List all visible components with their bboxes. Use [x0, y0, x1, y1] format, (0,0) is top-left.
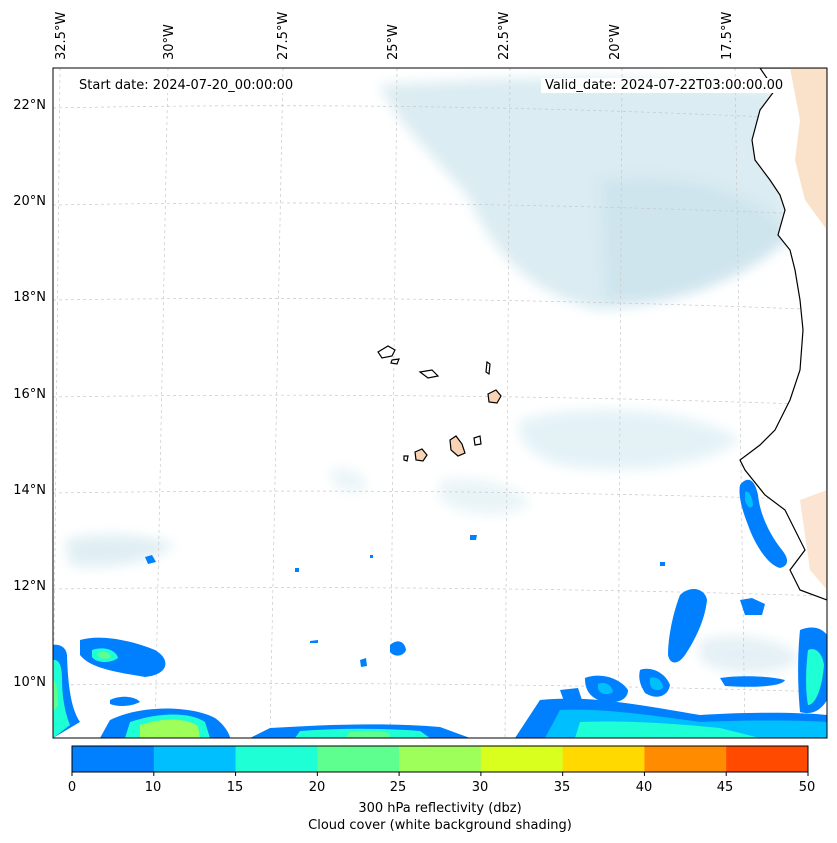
colorbar-segment: [562, 746, 645, 772]
colorbar-segment: [153, 746, 237, 772]
lon-label: 27.5°W: [276, 11, 291, 60]
colorbar-frame: [71, 745, 809, 773]
colorbar-segment: [399, 746, 482, 772]
lon-label: 22.5°W: [497, 11, 512, 60]
valid-date-label: Valid_date: 2024-07-22T03:00:00.00: [541, 78, 788, 93]
colorbar-tick: 40: [635, 780, 653, 795]
colorbar-segment: [644, 746, 727, 772]
lat-label: 14°N: [13, 483, 46, 498]
lon-label: 32.5°W: [54, 11, 69, 60]
colorbar-tick: 20: [308, 780, 326, 795]
lon-label: 17.5°W: [720, 11, 735, 60]
colorbar-tick: 25: [389, 780, 407, 795]
colorbar-tick: 50: [798, 780, 816, 795]
lat-label: 12°N: [13, 579, 46, 594]
colorbar-tick: 10: [144, 780, 162, 795]
lon-label: 20°W: [608, 24, 623, 60]
lat-label: 16°N: [13, 387, 46, 402]
colorbar-segment: [72, 746, 155, 772]
cape-verde-islands: [377, 345, 502, 462]
colorbar-tick: 45: [716, 780, 734, 795]
colorbar-tick: 15: [226, 780, 244, 795]
graticule: [53, 68, 827, 738]
start-date-label: Start date: 2024-07-20_00:00:00: [75, 78, 298, 93]
african-coast-land: [739, 68, 827, 601]
colorbar-tick: 0: [67, 780, 77, 795]
colorbar-tick: 30: [471, 780, 489, 795]
lat-label: 20°N: [13, 194, 46, 209]
lat-label: 10°N: [13, 675, 46, 690]
lon-label: 30°W: [162, 24, 177, 60]
colorbar: [71, 745, 809, 776]
reflectivity-contours: [53, 479, 827, 738]
lat-label: 22°N: [13, 98, 46, 113]
lon-label: 25°W: [386, 24, 401, 60]
cloud-cover-shading: [65, 78, 800, 674]
colorbar-tick: 35: [553, 780, 571, 795]
colorbar-segment: [317, 746, 400, 772]
map-frame: [52, 67, 828, 739]
lat-label: 18°N: [13, 290, 46, 305]
colorbar-segment: [235, 746, 318, 772]
colorbar-sublabel: Cloud cover (white background shading): [308, 818, 572, 833]
colorbar-label: 300 hPa reflectivity (dbz): [358, 801, 522, 816]
colorbar-segment: [480, 746, 564, 772]
colorbar-segment: [726, 746, 809, 772]
